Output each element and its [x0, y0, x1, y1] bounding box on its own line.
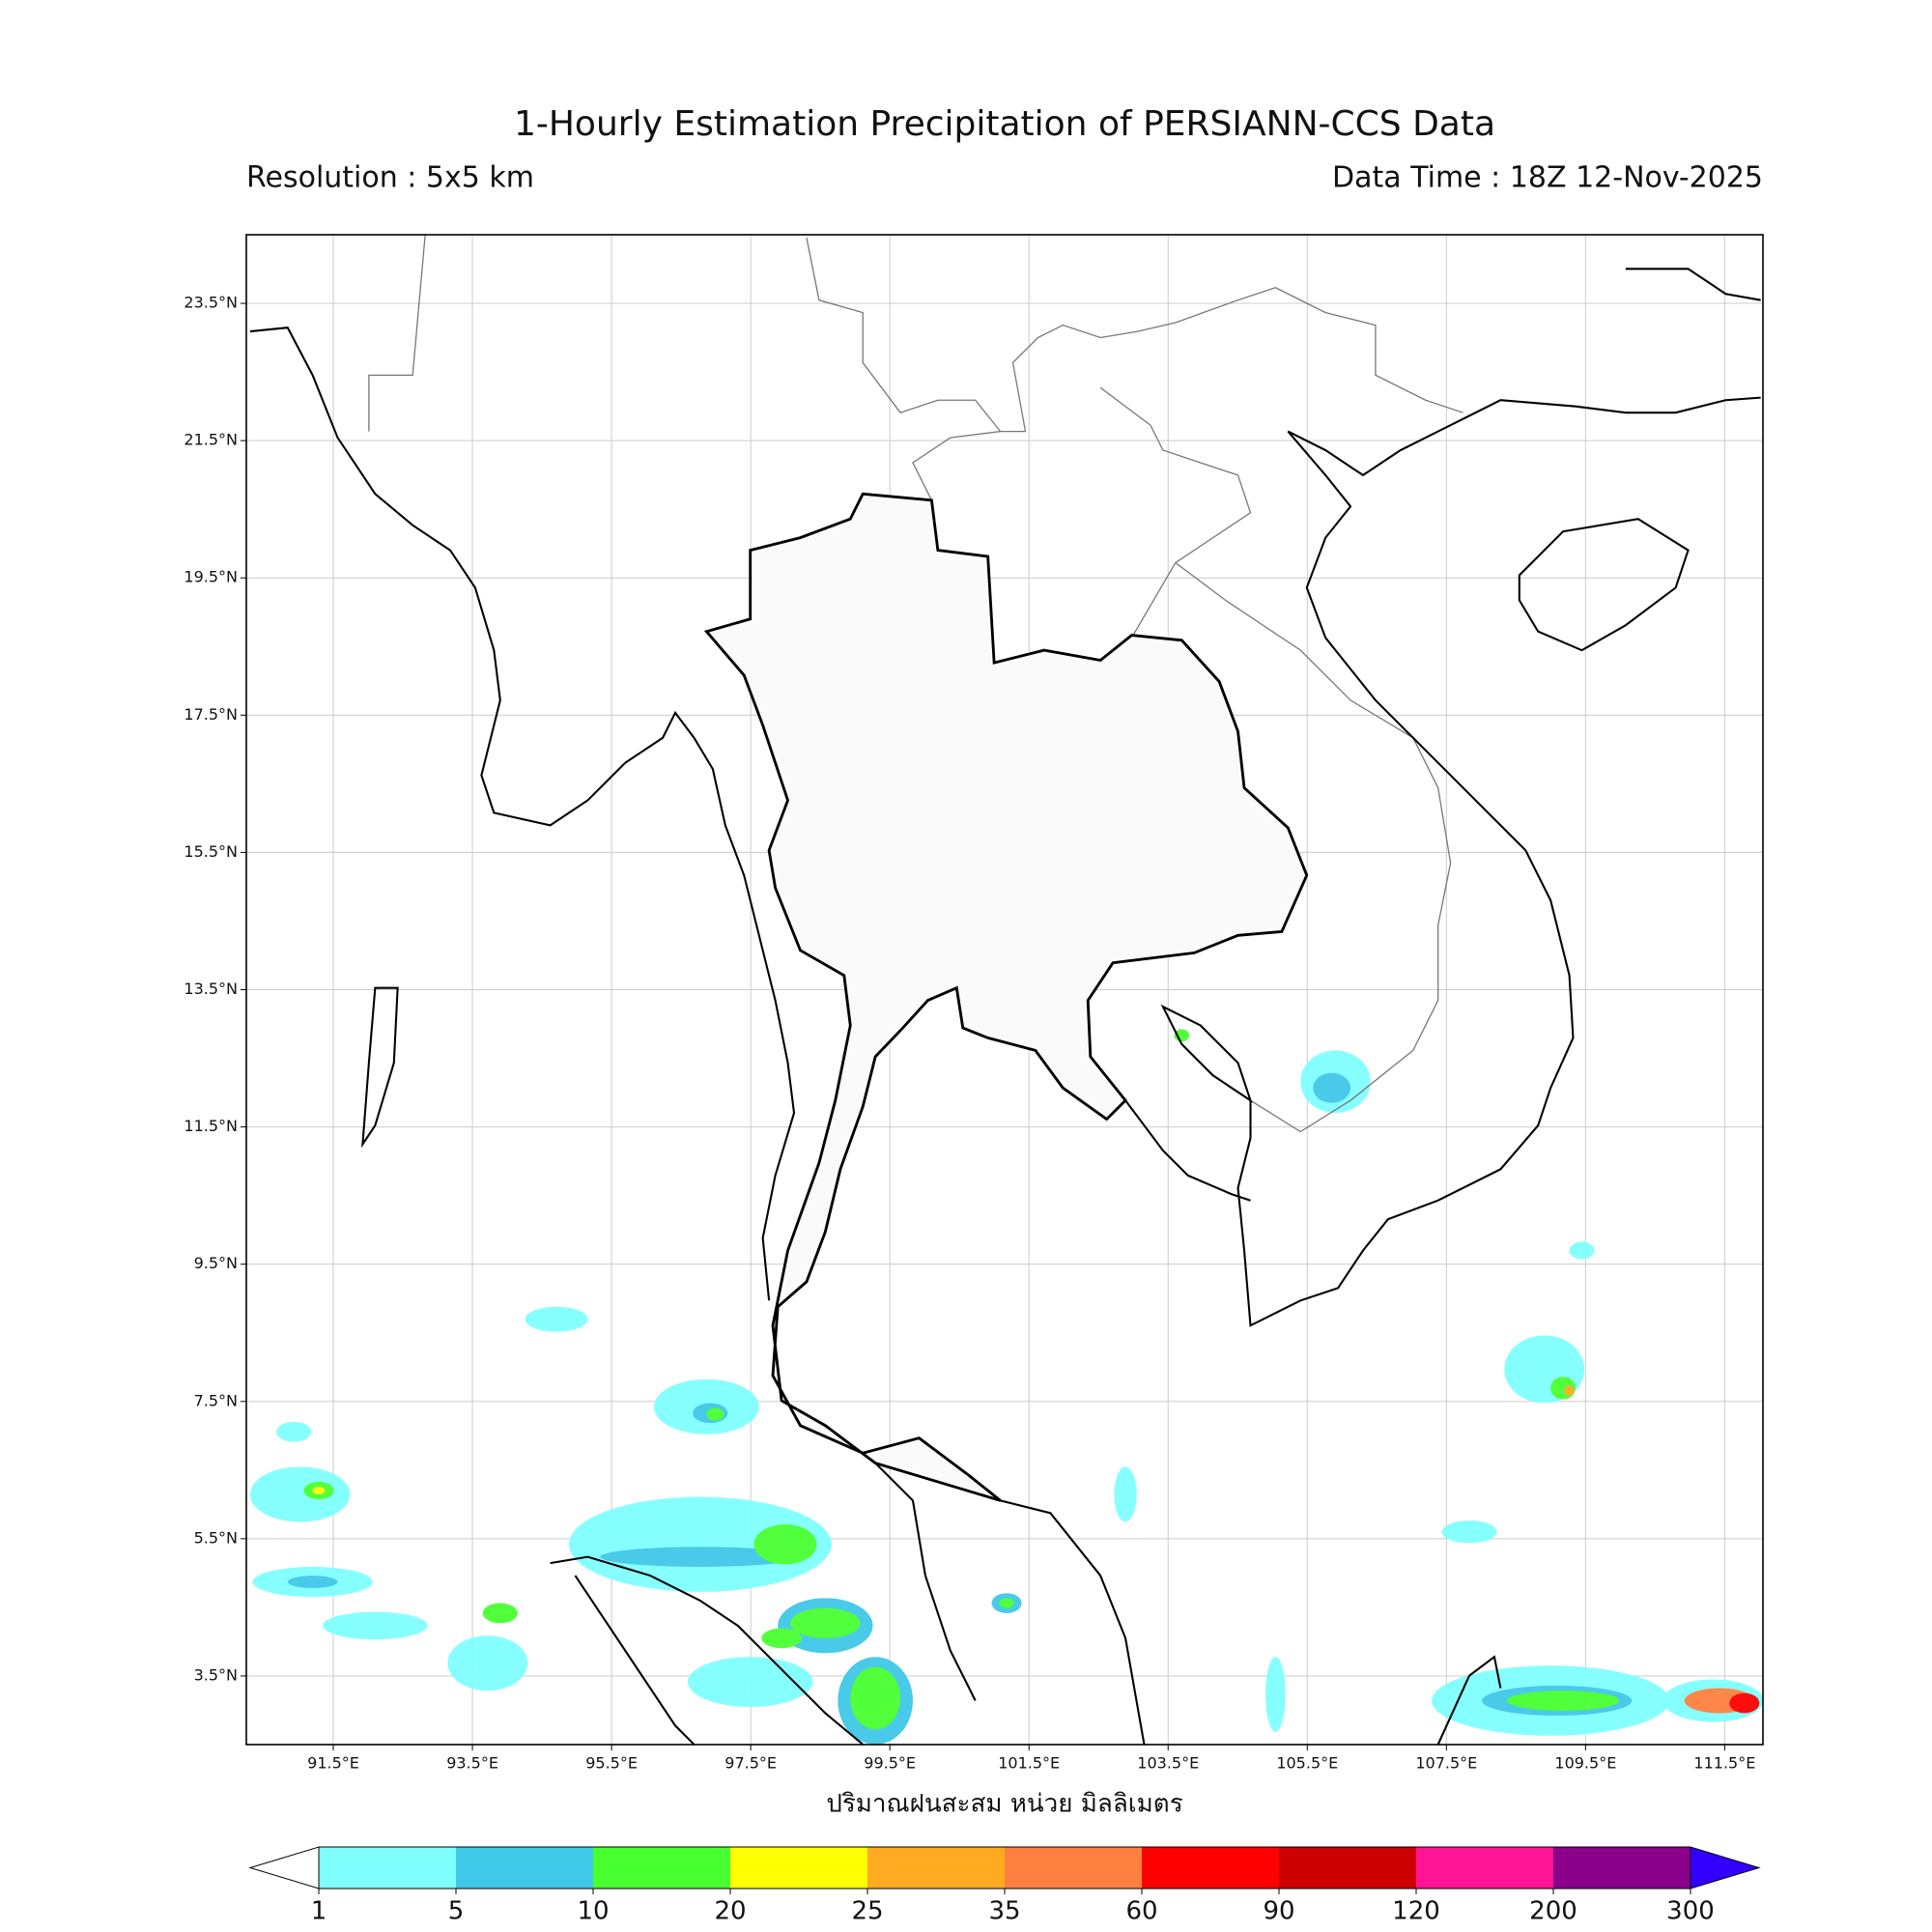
x-tick-label: 101.5°E — [998, 1754, 1060, 1773]
colorbar-segment — [319, 1847, 456, 1889]
colorbar-segment — [730, 1847, 867, 1889]
y-tick-label: 23.5°N — [184, 294, 238, 312]
colorbar-segment — [1279, 1847, 1416, 1889]
y-tick-label: 7.5°N — [194, 1391, 238, 1409]
y-tick-label: 9.5°N — [194, 1254, 238, 1272]
colorbar-over — [1690, 1846, 1761, 1889]
x-tick-label: 103.5°E — [1137, 1754, 1199, 1773]
colorbar-label: 300 — [1666, 1897, 1715, 1926]
borders — [368, 235, 1463, 1133]
x-tick-label: 105.5°E — [1276, 1754, 1338, 1773]
y-tick-label: 21.5°N — [184, 431, 238, 449]
x-tick-label: 99.5°E — [864, 1754, 916, 1773]
colorbar-label: 5 — [448, 1897, 465, 1926]
y-tick-label: 19.5°N — [184, 568, 238, 586]
colorbar-label: 25 — [851, 1897, 883, 1926]
y-tick-label: 11.5°N — [184, 1117, 238, 1135]
y-tick-label: 13.5°N — [184, 980, 238, 998]
colorbar-segment — [1142, 1847, 1279, 1889]
x-tick-label: 93.5°E — [446, 1754, 498, 1773]
x-tick-label: 111.5°E — [1693, 1754, 1755, 1773]
y-tick-label: 3.5°N — [194, 1665, 238, 1684]
colorbar-label: 35 — [988, 1897, 1020, 1926]
subtitle-left: Resolution : 5x5 km — [246, 161, 534, 195]
colorbar-label: 20 — [714, 1897, 746, 1926]
colorbar-segment — [867, 1847, 1005, 1889]
x-tick-label: 109.5°E — [1554, 1754, 1616, 1773]
x-axis-label: ปริมาณฝนสะสม หน่วย มิลลิเมตร — [826, 1790, 1182, 1819]
colorbar-under — [248, 1846, 320, 1889]
colorbar-label: 200 — [1529, 1897, 1577, 1926]
x-tick-label: 107.5°E — [1415, 1754, 1477, 1773]
y-tick-label: 17.5°N — [184, 705, 238, 724]
coastlines — [249, 268, 1761, 1746]
colorbar-segment — [456, 1847, 593, 1889]
colorbar: 1 5 10 20 25 35 60 90 120 200 300 — [248, 1846, 1761, 1926]
title: 1-Hourly Estimation Precipitation of PER… — [514, 104, 1495, 144]
y-tick-label: 5.5°N — [194, 1528, 238, 1547]
colorbar-segment — [593, 1847, 730, 1889]
colorbar-label: 120 — [1392, 1897, 1440, 1926]
x-tick-label: 95.5°E — [585, 1754, 638, 1773]
x-tick-label: 91.5°E — [307, 1754, 359, 1773]
colorbar-segment — [1416, 1847, 1553, 1889]
colorbar-label: 90 — [1263, 1897, 1294, 1926]
map-layers — [249, 235, 1764, 1746]
subtitle-right: Data Time : 18Z 12-Nov-2025 — [1332, 161, 1763, 195]
colorbar-segment — [1005, 1847, 1142, 1889]
x-tick-label: 97.5°E — [724, 1754, 777, 1773]
colorbar-label: 1 — [311, 1897, 327, 1926]
y-tick-label: 15.5°N — [184, 842, 238, 861]
colorbar-segment — [1553, 1847, 1690, 1889]
colorbar-label: 10 — [577, 1897, 609, 1926]
colorbar-label: 60 — [1125, 1897, 1157, 1926]
